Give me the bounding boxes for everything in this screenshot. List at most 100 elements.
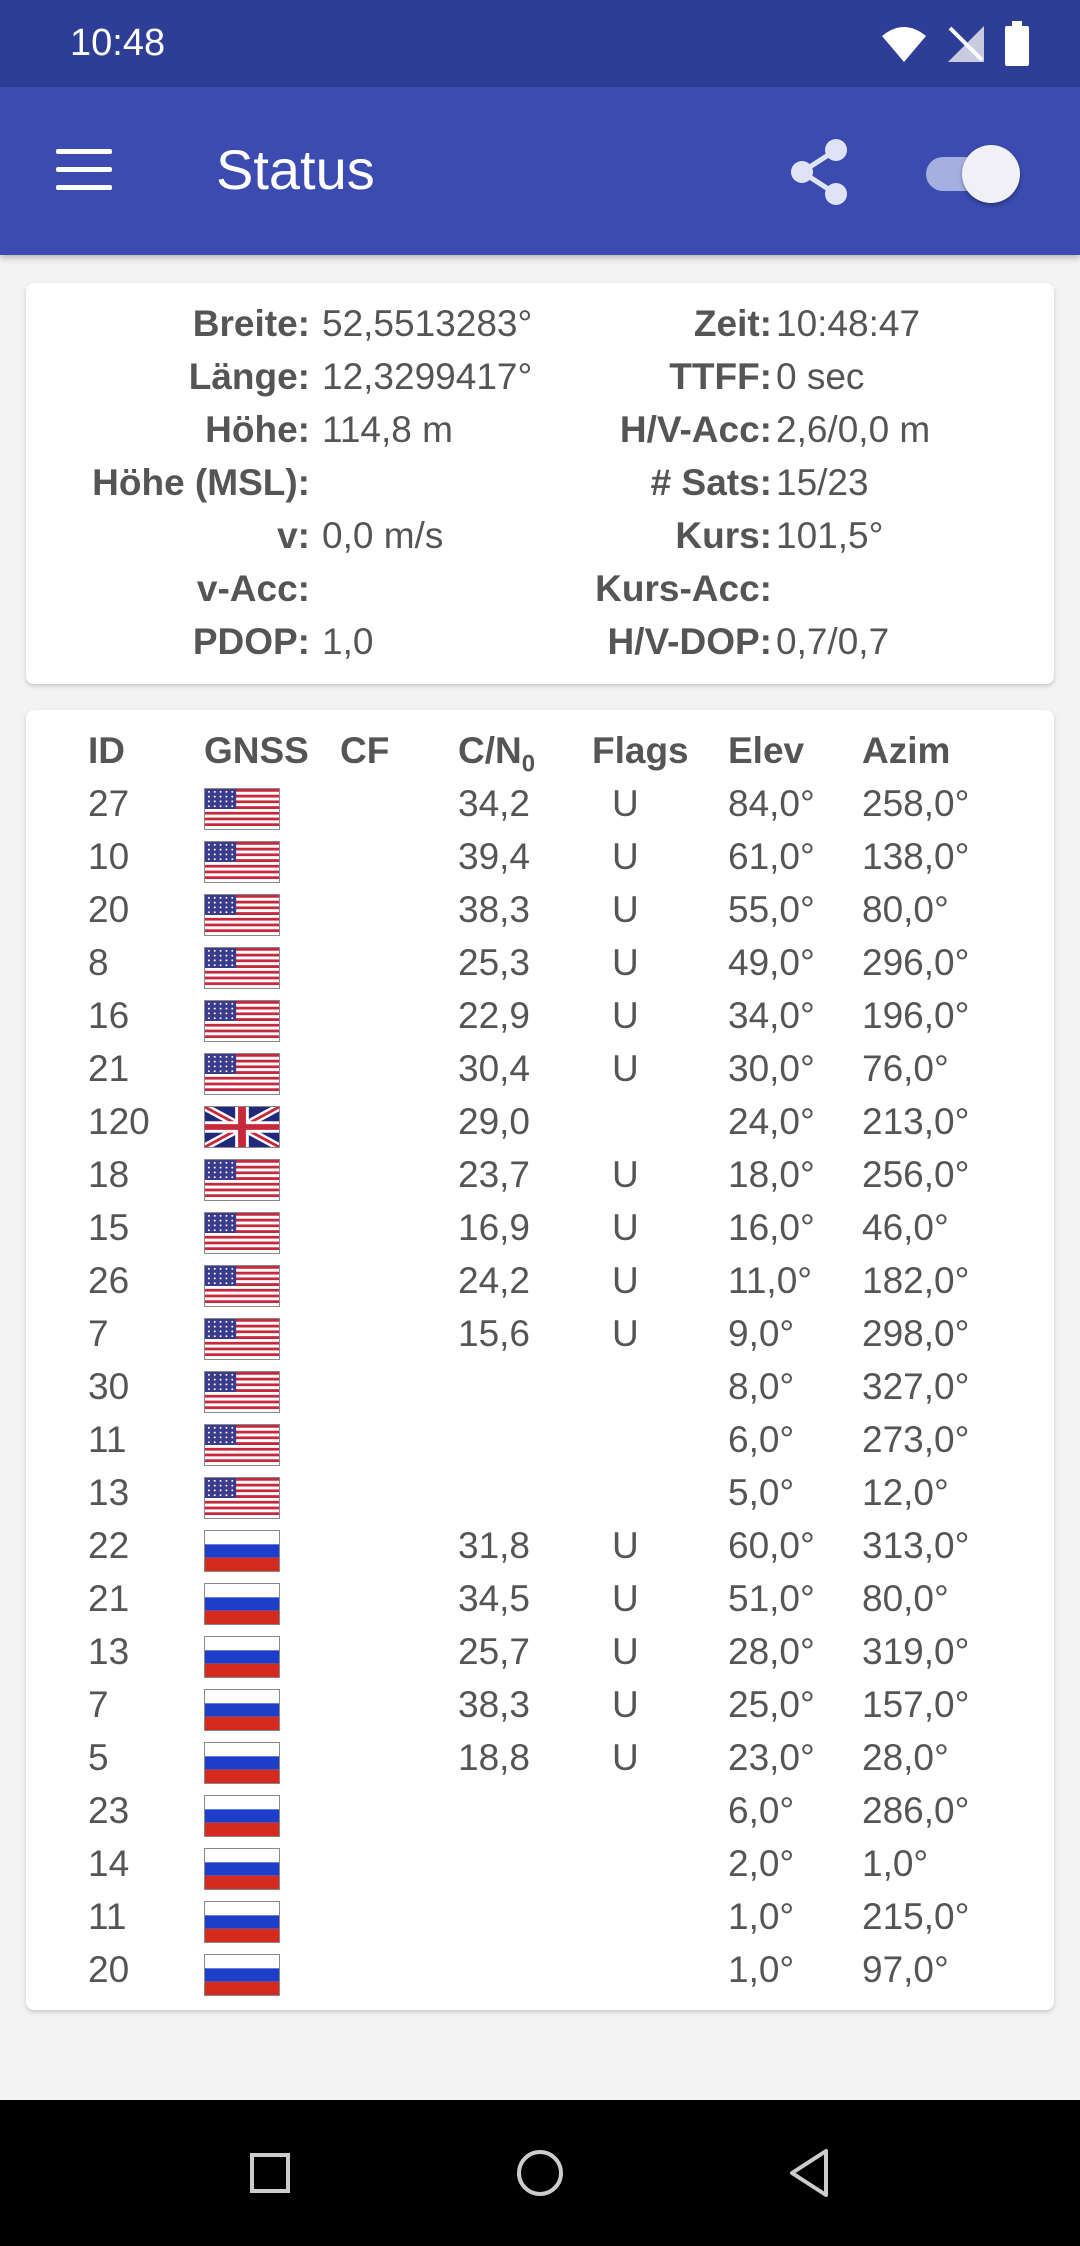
sat-elev: 61,0° (728, 836, 815, 877)
header-cn-sub: 0 (521, 750, 536, 778)
battery-icon (1005, 21, 1029, 66)
sat-azim: 157,0° (862, 1684, 970, 1725)
sat-azim: 298,0° (862, 1313, 970, 1354)
sat-id: 16 (88, 995, 130, 1036)
home-button[interactable] (502, 2135, 578, 2211)
table-row: 16 22,9 U 34,0° 196,0° (26, 995, 1054, 1048)
sat-azim: 1,0° (862, 1843, 929, 1884)
info-row: v-Acc: Kurs-Acc: (26, 568, 1054, 621)
sat-elev: 51,0° (728, 1578, 815, 1619)
sat-flags: U (612, 1737, 639, 1778)
info-value: 0,7/0,7 (776, 621, 890, 662)
sat-flags: U (612, 1048, 639, 1089)
navigation-bar (0, 2100, 1080, 2246)
header-cn: C/N0 (458, 730, 535, 778)
toggle-thumb (962, 145, 1020, 203)
sat-azim: 258,0° (862, 783, 970, 824)
sat-id: 7 (88, 1684, 109, 1725)
table-row: 10 39,4 U 61,0° 138,0° (26, 836, 1054, 889)
us-flag-icon (204, 788, 280, 830)
sat-flags: U (612, 1260, 639, 1301)
sat-azim: 97,0° (862, 1949, 949, 1990)
info-value: 12,3299417° (322, 356, 533, 397)
sat-azim: 138,0° (862, 836, 970, 877)
sat-id: 21 (88, 1048, 130, 1089)
info-value: 114,8 m (322, 409, 453, 450)
sat-azim: 196,0° (862, 995, 970, 1036)
info-label: PDOP: (192, 621, 310, 662)
info-value: 1,0 (322, 621, 374, 662)
us-flag-icon (204, 1265, 280, 1307)
uk-flag-icon (204, 1106, 280, 1148)
sat-elev: 49,0° (728, 942, 815, 983)
sat-elev: 6,0° (728, 1419, 795, 1460)
info-label: H/V-DOP: (607, 621, 772, 662)
share-button[interactable] (780, 132, 860, 212)
status-icons (880, 20, 1030, 68)
sat-flags: U (612, 995, 639, 1036)
us-flag-icon (204, 1000, 280, 1042)
menu-button[interactable] (40, 131, 130, 211)
recents-button[interactable] (232, 2135, 308, 2211)
table-row: 30 8,0° 327,0° (26, 1366, 1054, 1419)
sat-azim: 296,0° (862, 942, 970, 983)
sat-id: 10 (88, 836, 130, 877)
sat-cn: 30,4 (458, 1048, 531, 1089)
circle-icon (517, 2150, 563, 2196)
info-label: Kurs-Acc: (595, 568, 772, 609)
us-flag-icon (204, 947, 280, 989)
sat-cn: 16,9 (458, 1207, 531, 1248)
sat-id: 27 (88, 783, 130, 824)
square-icon (250, 2153, 290, 2193)
sat-id: 120 (88, 1101, 150, 1142)
table-row: 23 6,0° 286,0° (26, 1790, 1054, 1843)
sat-cn: 24,2 (458, 1260, 531, 1301)
us-flag-icon (204, 1159, 280, 1201)
toggle-switch[interactable] (920, 143, 1030, 203)
us-flag-icon (204, 894, 280, 936)
info-row: v: 0,0 m/s Kurs: 101,5° (26, 515, 1054, 568)
info-label: v-Acc: (196, 568, 310, 609)
table-row: 13 25,7 U 28,0° 319,0° (26, 1631, 1054, 1684)
sat-id: 8 (88, 942, 109, 983)
sat-cn: 34,2 (458, 783, 531, 824)
info-label: Breite: (192, 303, 310, 344)
header-cn-label: C/N (458, 730, 522, 771)
sat-cn: 38,3 (458, 889, 531, 930)
sat-elev: 30,0° (728, 1048, 815, 1089)
sat-cn: 38,3 (458, 1684, 531, 1725)
table-row: 14 2,0° 1,0° (26, 1843, 1054, 1896)
sat-azim: 319,0° (862, 1631, 970, 1672)
sat-azim: 76,0° (862, 1048, 949, 1089)
sat-elev: 9,0° (728, 1313, 795, 1354)
table-row: 8 25,3 U 49,0° 296,0° (26, 942, 1054, 995)
info-label: # Sats: (650, 462, 772, 503)
sat-id: 22 (88, 1525, 130, 1566)
info-label: v: (277, 515, 310, 556)
sat-flags: U (612, 1578, 639, 1619)
sat-flags: U (612, 1154, 639, 1195)
table-row: 18 23,7 U 18,0° 256,0° (26, 1154, 1054, 1207)
table-row: 27 34,2 U 84,0° 258,0° (26, 783, 1054, 836)
sat-azim: 313,0° (862, 1525, 970, 1566)
sat-id: 7 (88, 1313, 109, 1354)
table-row: 15 16,9 U 16,0° 46,0° (26, 1207, 1054, 1260)
us-flag-icon (204, 1371, 280, 1413)
info-label: Kurs: (675, 515, 772, 556)
ru-flag-icon (204, 1636, 280, 1678)
table-row: 21 30,4 U 30,0° 76,0° (26, 1048, 1054, 1101)
table-row: 7 15,6 U 9,0° 298,0° (26, 1313, 1054, 1366)
ru-flag-icon (204, 1530, 280, 1572)
sat-elev: 1,0° (728, 1896, 795, 1937)
header-flags: Flags (592, 730, 689, 771)
sat-flags: U (612, 942, 639, 983)
back-button[interactable] (772, 2135, 848, 2211)
clock: 10:48 (70, 22, 166, 64)
position-card: Breite: 52,5513283° Zeit: 10:48:47 Länge: 12,… (26, 283, 1054, 684)
header-cf: CF (340, 730, 390, 771)
table-row: 13 5,0° 12,0° (26, 1472, 1054, 1525)
sat-id: 30 (88, 1366, 130, 1407)
table-row: 21 34,5 U 51,0° 80,0° (26, 1578, 1054, 1631)
info-label: TTFF: (669, 356, 772, 397)
sat-elev: 24,0° (728, 1101, 815, 1142)
